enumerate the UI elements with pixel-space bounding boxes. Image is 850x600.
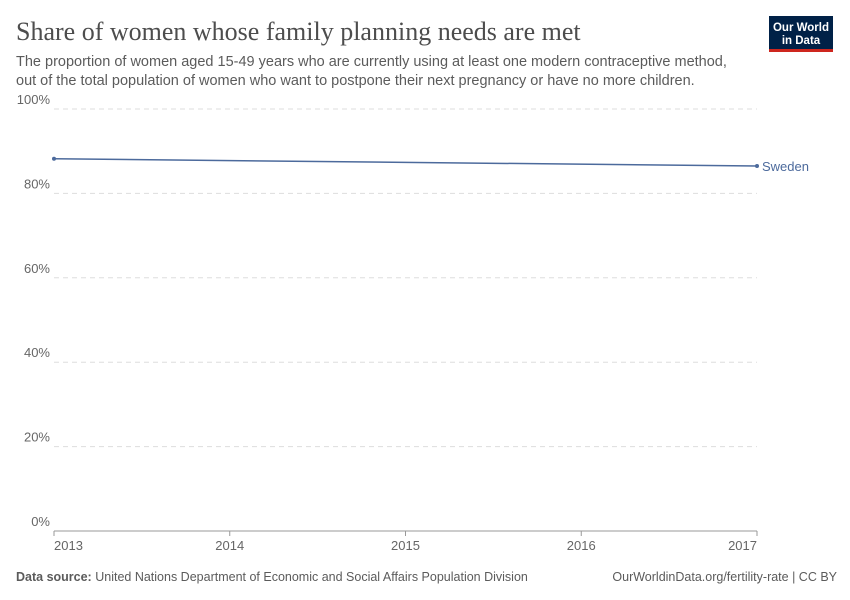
x-tick-label: 2014 (215, 538, 244, 553)
y-tick-label: 80% (24, 176, 50, 191)
source-label: Data source: (16, 570, 92, 584)
footer-link[interactable]: OurWorldinData.org/fertility-rate | CC B… (612, 570, 837, 584)
source: Data source: United Nations Department o… (16, 570, 528, 584)
y-tick-label: 20% (24, 430, 50, 445)
x-tick-label: 2017 (728, 538, 757, 553)
chart-title: Share of women whose family planning nee… (16, 17, 581, 46)
x-tick-label: 2013 (54, 538, 83, 553)
subtitle: out of the total population of women who… (16, 73, 695, 89)
y-tick-label: 60% (24, 261, 50, 276)
y-tick-label: 0% (31, 514, 50, 529)
series-label: Sweden (762, 159, 809, 174)
y-tick-label: 40% (24, 345, 50, 360)
source-text: United Nations Department of Economic an… (95, 570, 528, 584)
x-tick-label: 2016 (567, 538, 596, 553)
subtitle: The proportion of women aged 15-49 years… (16, 54, 727, 70)
point (52, 156, 56, 161)
logo-text: Our World (773, 22, 829, 34)
logo[interactable]: Our World in Data (769, 16, 833, 52)
logo-text: in Data (782, 35, 821, 47)
x-tick-label: 2015 (391, 538, 420, 553)
y-tick-label: 100% (17, 92, 51, 107)
series-line (53, 158, 758, 167)
logo-bar (769, 49, 833, 52)
point (755, 163, 759, 168)
logo-box (769, 16, 833, 50)
